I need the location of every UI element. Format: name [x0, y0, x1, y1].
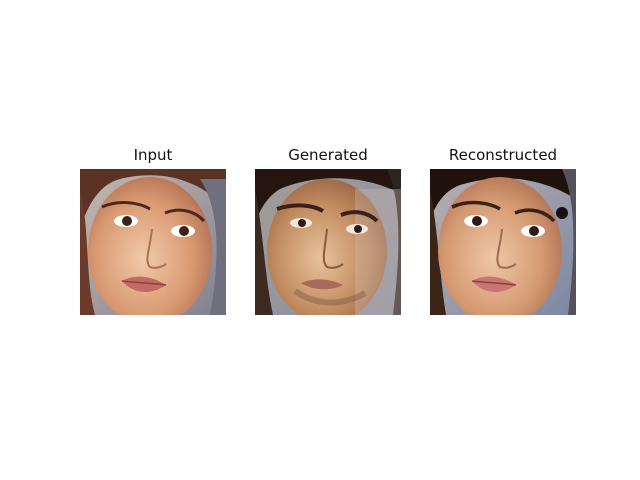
panel-input: Input	[80, 143, 226, 315]
generated-face-image	[255, 169, 401, 315]
panel-generated: Generated	[255, 143, 401, 315]
input-face-image	[80, 169, 226, 315]
panel-title: Generated	[288, 146, 368, 164]
panel-title: Reconstructed	[448, 146, 558, 164]
panel-title: Input	[133, 146, 173, 164]
panel-reconstructed: Reconstructed	[430, 143, 576, 315]
reconstructed-face-image	[430, 169, 576, 315]
